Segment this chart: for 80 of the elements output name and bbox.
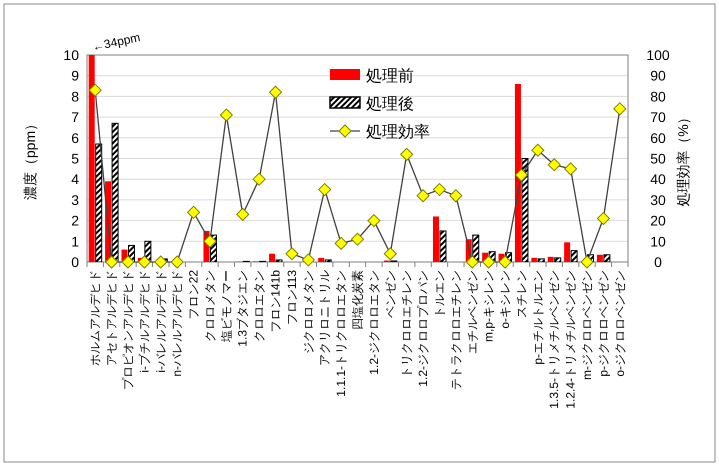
x-tick-label: トルエン [432, 270, 446, 318]
x-tick-label: フロン22 [186, 270, 201, 320]
bar [88, 55, 95, 262]
bar [554, 257, 562, 262]
x-tick-label: スチレン [514, 270, 528, 318]
y2-tick-label: 80 [650, 88, 666, 104]
x-tick-label: ベンゼン [383, 270, 398, 318]
x-tick-label: 1.3.5-トリメチルベンゼン [547, 270, 562, 409]
y2-tick-label: 0 [654, 254, 662, 270]
bar [324, 259, 332, 262]
y-axis-title: 濃度（ppm） [22, 116, 38, 200]
x-tick-label: アクリロニトリル [318, 270, 332, 366]
bar [538, 258, 545, 262]
x-tick-label: ジクロロメタン [301, 270, 316, 354]
y-tick-label: 8 [71, 88, 80, 104]
y-tick-label: 5 [71, 150, 80, 166]
y2-tick-label: 50 [650, 150, 666, 166]
bar [432, 216, 439, 262]
x-tick-label: フロン113 [284, 270, 299, 326]
y-tick-label: 3 [71, 192, 80, 208]
y2-tick-label: 10 [650, 233, 666, 250]
bar [521, 158, 528, 262]
y-tick-label: 0 [71, 254, 80, 270]
bar [269, 254, 276, 262]
x-tick-label: クロロメタン [202, 270, 217, 342]
y2-tick-label: 70 [650, 109, 666, 126]
legend-label: 処理前 [366, 67, 414, 85]
bar [514, 84, 521, 262]
bar [95, 144, 102, 262]
x-tick-label: プロピオンアルデヒド [120, 270, 135, 390]
bar [531, 258, 538, 262]
bar [603, 254, 610, 262]
x-tick-label: フロン141b [268, 270, 283, 333]
x-tick-label: クロロエタン [252, 270, 266, 342]
x-tick-label: i-バレルアルデヒド [154, 270, 168, 373]
y2-axis-title: 処理効率（%） [675, 110, 691, 207]
bar [564, 242, 570, 262]
bar [570, 250, 578, 262]
y-tick-label: 7 [71, 109, 80, 126]
x-tick-label: ホルムアルデヒド [88, 270, 102, 366]
y-tick-label: 4 [71, 171, 80, 188]
x-tick-label: 1.1.1-トリクロロエタン [334, 270, 348, 397]
y2-tick-label: 100 [646, 47, 670, 63]
x-tick-label: p-ジクロロベンゼン [596, 270, 610, 377]
bar [596, 254, 603, 262]
annotation: ←34ppm [90, 30, 142, 54]
x-tick-label: 1.2-ジクロロエタン [366, 270, 381, 375]
y-tick-label: 10 [63, 47, 80, 63]
x-tick-label: アセトアルデヒド [104, 270, 119, 366]
bar [548, 256, 554, 262]
y-tick-label: 9 [71, 68, 80, 84]
x-tick-label: 1.3ブタジエン [236, 270, 250, 347]
x-tick-label: 塩ビモノマー [219, 270, 234, 343]
x-tick-label: i-ブチルアルデヒド [137, 270, 152, 373]
y2-tick-label: 60 [650, 130, 666, 146]
x-tick-label: トリクロロエチレン [400, 270, 414, 378]
y2-tick-label: 40 [650, 171, 666, 188]
x-tick-label: 1.2.4-トリメチルベンゼン [564, 270, 578, 409]
x-tick-label: エチルベンゼン [465, 270, 480, 354]
legend-label: 処理後 [366, 95, 414, 113]
y2-tick-label: 20 [650, 212, 666, 229]
x-tick-label: o-ジクロロベンゼン [612, 270, 627, 377]
bar [276, 259, 283, 262]
x-tick-label: m,p-キシレン [482, 270, 496, 342]
bar [112, 122, 119, 262]
x-tick-label: m-ジクロロベンゼン [580, 270, 594, 380]
y-tick-label: 1 [71, 233, 80, 250]
y-tick-label: 6 [71, 130, 80, 146]
bar [318, 258, 324, 262]
y-tick-label: 2 [71, 212, 80, 229]
y2-tick-label: 90 [650, 68, 666, 84]
x-tick-label: n-バレルアルデヒド [170, 270, 184, 377]
bar [439, 230, 446, 262]
x-tick-label: p-エチルトルエン [530, 270, 545, 365]
x-tick-label: テトラクロロエチレン [448, 270, 463, 390]
x-tick-label: 1.2-ジクロロプロパン [416, 270, 430, 387]
legend-label: 処理効率 [366, 123, 430, 141]
x-tick-label: o-キシレン [498, 270, 512, 329]
y2-tick-label: 30 [650, 192, 666, 208]
x-tick-label: 四塩化炭素 [350, 270, 364, 330]
